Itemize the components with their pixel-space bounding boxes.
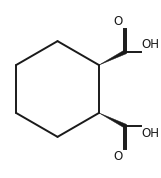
Polygon shape	[99, 113, 127, 128]
Polygon shape	[99, 50, 127, 65]
Text: O: O	[113, 15, 123, 28]
Text: O: O	[113, 150, 123, 163]
Text: OH: OH	[141, 38, 159, 51]
Text: OH: OH	[141, 127, 159, 140]
